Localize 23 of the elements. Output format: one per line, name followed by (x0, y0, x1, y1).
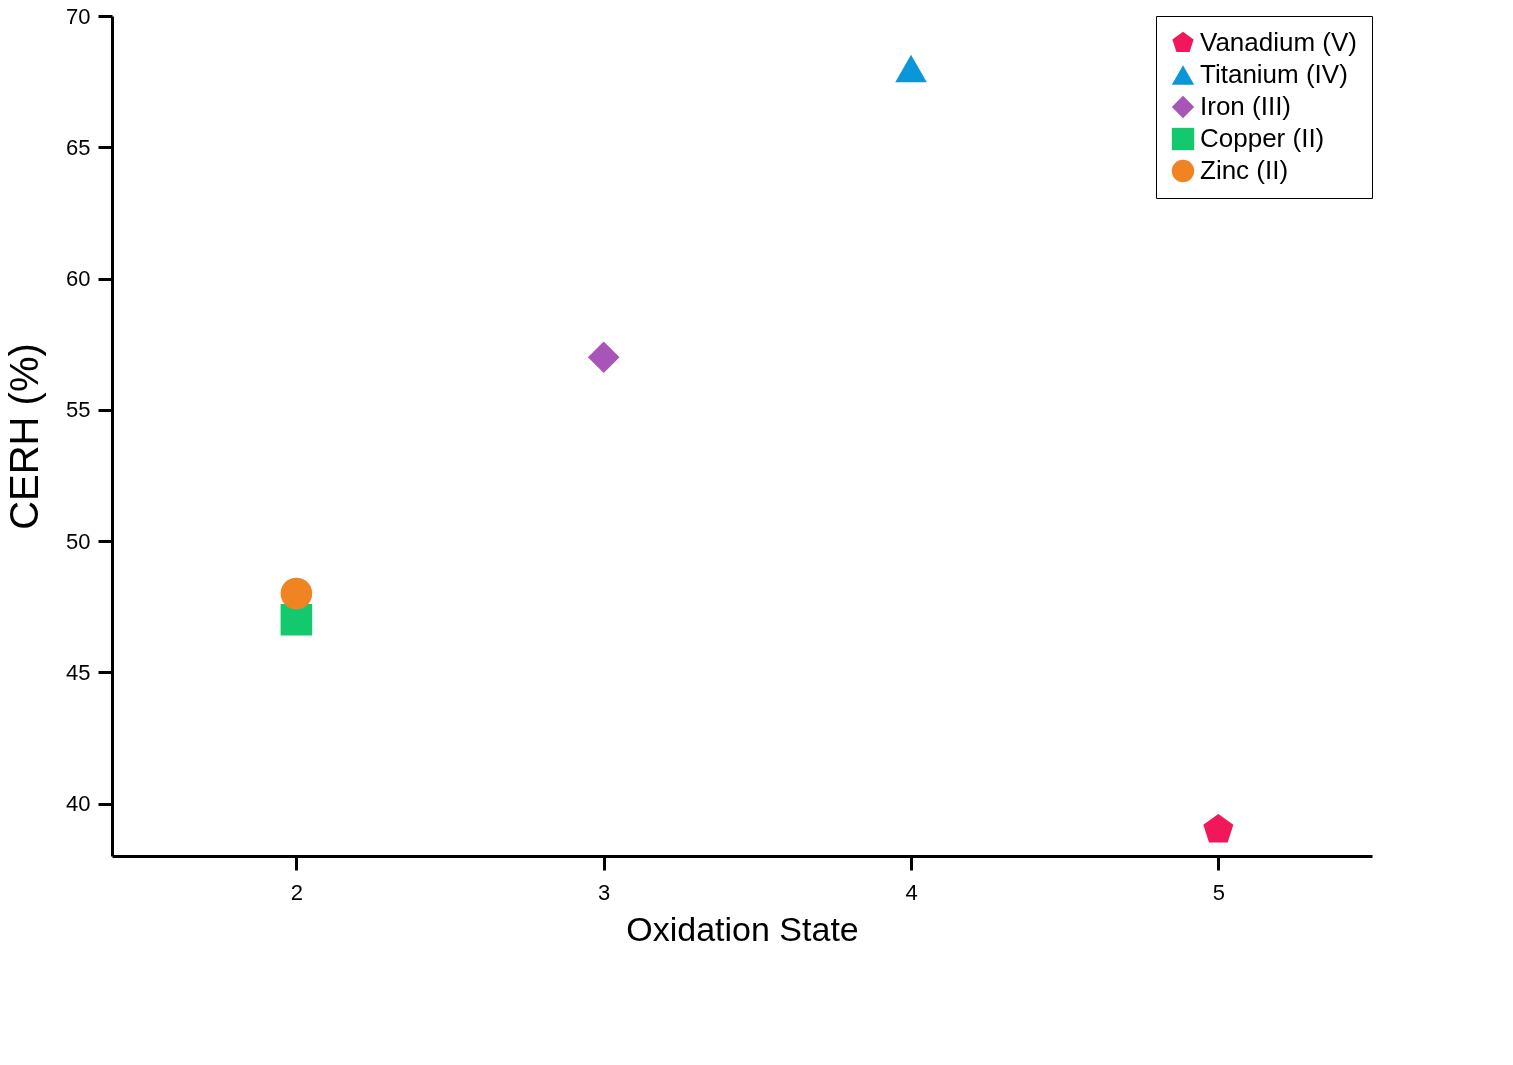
x-tick-label: 2 (290, 879, 304, 905)
y-tick-label: 45 (66, 659, 91, 685)
point (280, 577, 313, 610)
x-axis-title: Oxidation State (626, 909, 859, 948)
y-tick-label: 60 (66, 266, 91, 291)
y-tick-label: 70 (66, 3, 91, 29)
y-tick-label: 65 (66, 134, 91, 160)
legend-label: Iron (III) (1200, 91, 1292, 121)
point (1203, 813, 1234, 843)
legend-label: Titanium (IV) (1200, 59, 1348, 89)
point (280, 603, 313, 636)
point (587, 341, 620, 374)
x-tick-label: 5 (1212, 879, 1225, 905)
legend-label: Copper (II) (1200, 123, 1325, 153)
y-axis-title: CERH (%) (2, 343, 47, 530)
legend-label: Vanadium (V) (1200, 27, 1358, 57)
legend-label: Zinc (II) (1200, 155, 1289, 185)
x-tick-label: 3 (598, 879, 611, 905)
y-tick-label: 55 (66, 397, 91, 423)
y-tick-label: 50 (66, 528, 91, 554)
y-tick-label: 40 (66, 791, 91, 816)
point (895, 54, 927, 83)
x-tick-label: 4 (905, 879, 918, 905)
